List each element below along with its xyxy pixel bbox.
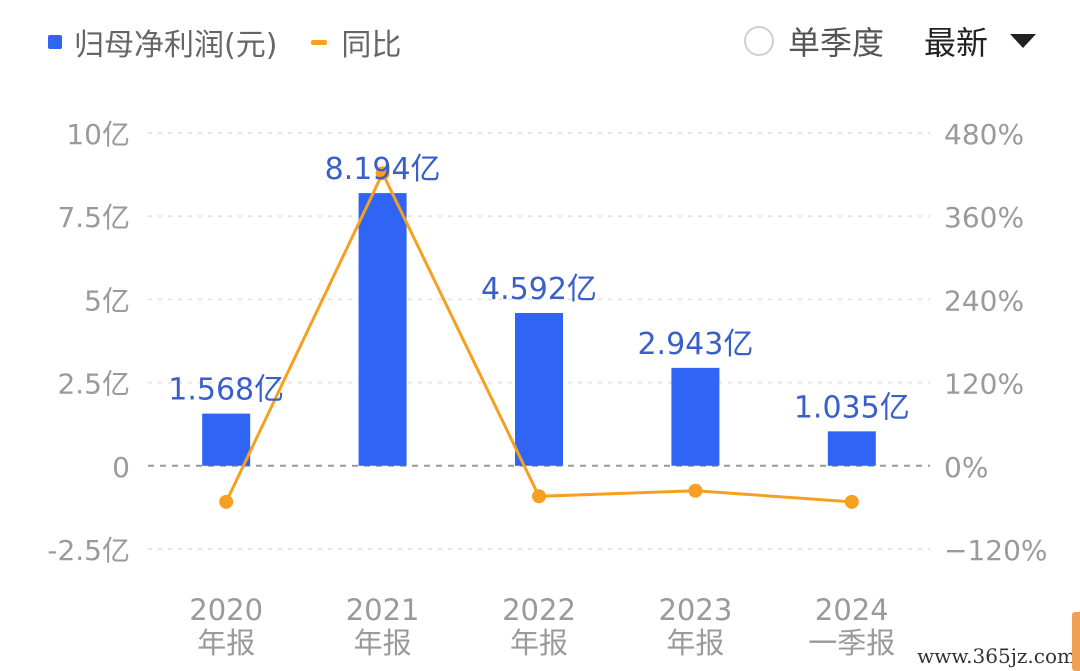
bar-value-label: 2.943亿 — [637, 327, 753, 362]
y-right-tick-label: 360% — [944, 201, 1024, 234]
watermark: www.365jz.com — [917, 644, 1076, 668]
bar-value-label: 1.568亿 — [168, 373, 284, 408]
legend-label-yoy: 同比 — [341, 28, 402, 63]
x-tick-label: 年报 — [354, 626, 412, 660]
yoy-point-2022 — [532, 489, 546, 504]
x-tick-label: 2020 — [189, 593, 263, 627]
yoy-point-2021 — [375, 166, 390, 181]
line-swatch-icon — [311, 39, 328, 45]
x-tick-label: 年报 — [197, 626, 255, 660]
caret-down-icon — [1010, 34, 1036, 48]
legend-item-net-profit[interactable]: 归母净利润(元) — [48, 20, 277, 64]
period-dropdown[interactable]: 最新 — [924, 18, 1036, 64]
x-tick-label: 年报 — [666, 626, 724, 660]
scroll-handle[interactable] — [1072, 612, 1080, 671]
y-right-tick-label: 480% — [944, 118, 1024, 151]
yoy-point-2023 — [688, 483, 703, 498]
x-tick-label: 一季报 — [808, 626, 895, 660]
bar-swatch-icon — [48, 35, 62, 49]
yoy-point-2024 — [844, 494, 859, 509]
x-tick-label: 2022 — [502, 593, 576, 627]
y-right-tick-label: 120% — [944, 368, 1024, 401]
y-left-tick-label: 10亿 — [66, 118, 130, 151]
x-tick-label: 年报 — [510, 626, 568, 660]
x-tick-label: 2021 — [346, 593, 420, 627]
y-left-tick-label: 2.5亿 — [57, 368, 130, 401]
bars-layer — [202, 193, 876, 466]
single-quarter-label[interactable]: 单季度 — [787, 24, 884, 62]
y-left-tick-label: 0 — [112, 451, 130, 484]
bar-2020 — [202, 413, 251, 466]
legend-label-net-profit: 归母净利润(元) — [74, 28, 278, 63]
axis-layer: 10亿 7.5亿 5亿 2.5亿 0 -2.5亿 480% 360% 240% 120% 0% −12… — [47, 118, 1047, 660]
bar-value-label: 4.592亿 — [481, 272, 597, 307]
y-left-tick-label: 7.5亿 — [57, 201, 130, 234]
yoy-point-2020 — [219, 494, 234, 509]
y-right-tick-label: −120% — [944, 534, 1048, 567]
bar-2021 — [358, 193, 407, 466]
x-tick-label: 2024 — [815, 593, 889, 627]
legend-item-yoy[interactable]: 同比 — [311, 20, 401, 64]
bar-2023 — [671, 367, 720, 466]
chart-controls: 单季度 最新 — [743, 18, 1036, 64]
bar-value-label: 1.035亿 — [794, 390, 910, 425]
y-right-tick-label: 0% — [944, 451, 988, 484]
single-quarter-radio[interactable] — [743, 26, 774, 56]
yoy-line-layer — [219, 166, 859, 509]
bar-2022 — [515, 312, 563, 466]
chart-header: 归母净利润(元) 同比 单季度 最新 — [0, 0, 1080, 80]
legend: 归母净利润(元) 同比 — [48, 20, 435, 64]
y-left-tick-label: 5亿 — [84, 284, 130, 317]
period-dropdown-value: 最新 — [923, 24, 988, 62]
bar-value-label: 8.194亿 — [325, 152, 441, 187]
x-tick-label: 2023 — [658, 593, 732, 627]
labels-layer: 1.568亿 8.194亿 4.592亿 2.943亿 1.035亿 — [168, 152, 909, 425]
y-right-tick-label: 240% — [944, 284, 1024, 317]
bar-2024 — [827, 431, 876, 466]
y-left-tick-label: -2.5亿 — [47, 534, 130, 567]
